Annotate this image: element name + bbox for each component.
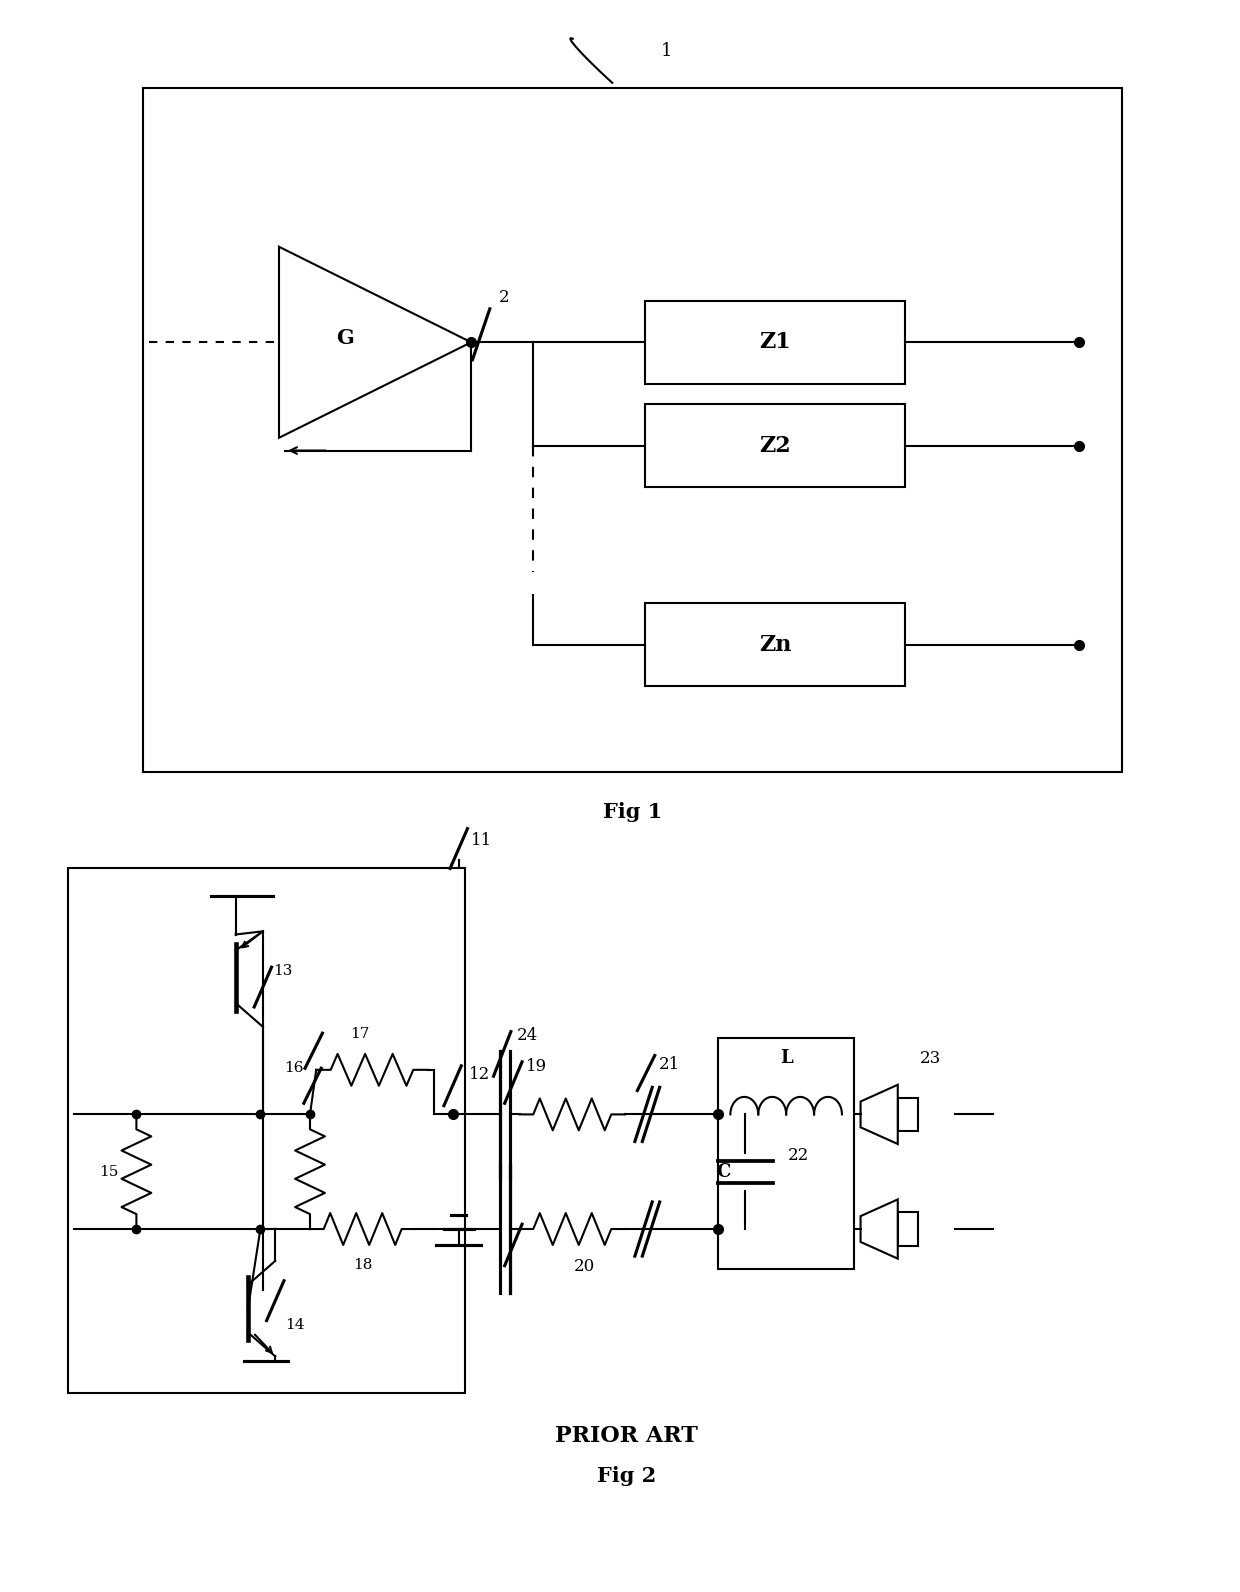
Text: 21: 21 [658,1055,680,1073]
Text: 22: 22 [787,1148,810,1164]
Text: 14: 14 [285,1318,305,1331]
Text: Fig 1: Fig 1 [603,802,662,821]
Text: 1: 1 [661,43,672,60]
Text: 20: 20 [574,1258,595,1275]
Text: 18: 18 [353,1258,372,1272]
Text: Zn: Zn [759,634,791,656]
Text: G: G [336,328,353,347]
Text: 13: 13 [273,965,293,977]
Text: 17: 17 [350,1027,370,1041]
Text: 19: 19 [526,1057,547,1075]
Text: 11: 11 [471,831,492,849]
Text: 23: 23 [920,1049,941,1067]
Text: C: C [715,1162,730,1181]
Text: 24: 24 [517,1027,538,1044]
Text: 12: 12 [469,1065,490,1083]
Text: Z1: Z1 [759,331,791,353]
Text: 15: 15 [99,1165,119,1178]
Text: Z2: Z2 [759,435,791,457]
Text: Fig 2: Fig 2 [596,1466,656,1485]
Text: 2: 2 [498,288,510,306]
Text: L: L [780,1049,792,1067]
Text: PRIOR ART: PRIOR ART [554,1425,698,1447]
Text: 16: 16 [284,1060,304,1075]
